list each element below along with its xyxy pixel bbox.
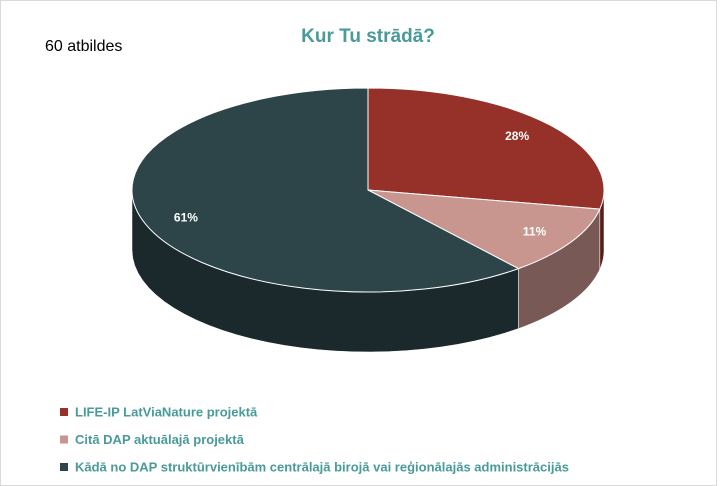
legend-swatch — [60, 435, 68, 444]
chart-title: Kur Tu strādā? — [301, 26, 435, 47]
slice — [367, 189, 601, 270]
slice — [367, 87, 605, 210]
legend-label: Kādā no DAP struktūrvienībām centrālajā … — [75, 459, 569, 474]
legend-swatch — [60, 408, 68, 416]
slice — [131, 87, 520, 293]
data-label: 61% — [174, 211, 198, 225]
legend-label: Citā DAP aktuālajā projektā — [75, 432, 245, 447]
legend-label: LIFE-IP LatViaNature projektā — [75, 404, 258, 419]
legend-swatch — [60, 463, 68, 471]
annotation: 60 atbildes — [45, 38, 122, 55]
data-label: 28% — [505, 129, 529, 143]
data-label: 11% — [523, 225, 547, 239]
